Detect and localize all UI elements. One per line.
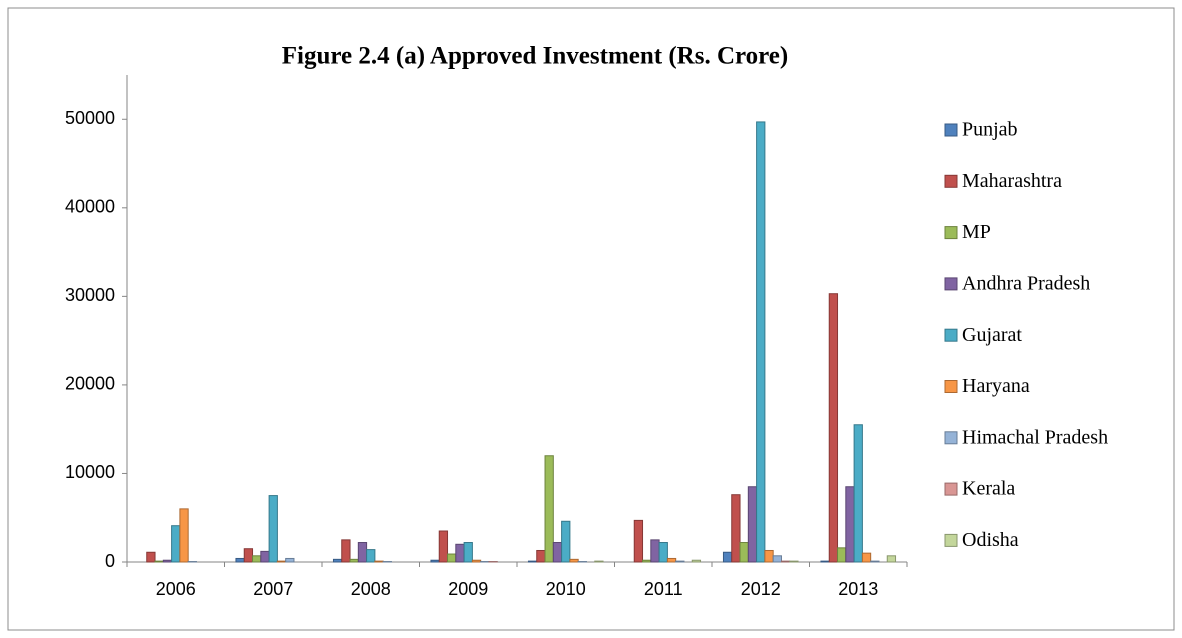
legend-label: Punjab: [962, 119, 1018, 141]
bar: [179, 508, 189, 563]
bar: [438, 530, 449, 563]
legend-label: MP: [962, 221, 991, 243]
bar: [828, 293, 839, 563]
legend-label: Kerala: [962, 478, 1015, 500]
y-tick-label: 20000: [65, 374, 115, 394]
bar: [845, 486, 855, 563]
bar: [260, 550, 270, 563]
bar: [870, 560, 880, 563]
legend-label: Andhra Pradesh: [962, 272, 1090, 294]
bar: [633, 519, 644, 563]
bar: [764, 549, 774, 563]
bar: [789, 560, 799, 563]
bar: [357, 542, 368, 563]
bar: [366, 549, 376, 563]
bar: [463, 542, 473, 563]
bar: [447, 553, 457, 563]
legend-swatch: [944, 123, 958, 137]
bar: [658, 542, 668, 563]
x-tick-label: 2006: [156, 579, 196, 599]
bar: [650, 539, 660, 563]
x-tick-label: 2013: [838, 579, 878, 599]
y-tick-label: 40000: [65, 197, 115, 217]
chart-title: Figure 2.4 (a) Approved Investment (Rs. …: [282, 43, 788, 70]
bar: [332, 558, 343, 563]
bar: [722, 551, 733, 563]
legend-swatch: [944, 277, 958, 291]
y-tick-label: 30000: [65, 285, 115, 305]
legend-label: Haryana: [962, 375, 1030, 397]
bar: [276, 560, 287, 563]
y-tick-label: 0: [105, 551, 115, 571]
bar: [146, 551, 156, 563]
x-tick-label: 2007: [253, 579, 293, 599]
bar: [349, 558, 359, 563]
x-tick-label: 2012: [741, 579, 781, 599]
bar: [561, 520, 571, 563]
bar: [731, 494, 741, 563]
legend-label: Himachal Pradesh: [962, 426, 1108, 448]
x-tick-label: 2008: [351, 579, 391, 599]
bar: [252, 555, 262, 563]
bar: [691, 559, 702, 563]
bar: [285, 557, 295, 563]
x-tick-label: 2009: [448, 579, 488, 599]
bar: [374, 560, 384, 563]
bar: [430, 559, 440, 563]
bar: [527, 560, 538, 563]
bar: [747, 486, 758, 563]
bar: [886, 555, 897, 563]
bar: [837, 547, 847, 563]
x-tick-label: 2010: [546, 579, 586, 599]
legend-swatch: [944, 431, 958, 445]
bar: [594, 560, 604, 563]
bar: [455, 543, 465, 563]
y-tick-label: 50000: [65, 108, 115, 128]
legend-label: Gujarat: [962, 324, 1022, 346]
legend-swatch: [944, 174, 958, 188]
bar: [820, 560, 830, 563]
bar: [162, 559, 173, 563]
bar: [544, 455, 554, 563]
legend-label: Maharashtra: [962, 170, 1062, 192]
bar: [154, 560, 164, 563]
x-tick-label: 2011: [644, 579, 683, 599]
bar: [772, 555, 782, 563]
y-tick-label: 10000: [65, 462, 115, 482]
bar: [569, 558, 579, 563]
bar: [341, 539, 351, 563]
bar: [268, 495, 278, 563]
bar: [552, 542, 563, 563]
legend-swatch: [944, 328, 958, 342]
legend-swatch: [944, 533, 958, 547]
chart-frame: [7, 7, 1175, 631]
bar: [642, 559, 652, 563]
bar: [861, 552, 872, 563]
bar: [853, 424, 863, 563]
legend-swatch: [944, 380, 958, 393]
bar: [171, 525, 181, 563]
bar: [471, 559, 482, 563]
legend-label: Odisha: [962, 529, 1019, 551]
bar: [756, 121, 766, 563]
bar: [243, 548, 254, 563]
bar: [739, 542, 749, 563]
bar: [780, 560, 791, 563]
legend-swatch: [944, 226, 958, 240]
legend-swatch: [944, 482, 958, 496]
bar: [536, 549, 546, 563]
bar: [666, 557, 677, 563]
bar: [675, 560, 685, 563]
bar: [235, 557, 245, 563]
